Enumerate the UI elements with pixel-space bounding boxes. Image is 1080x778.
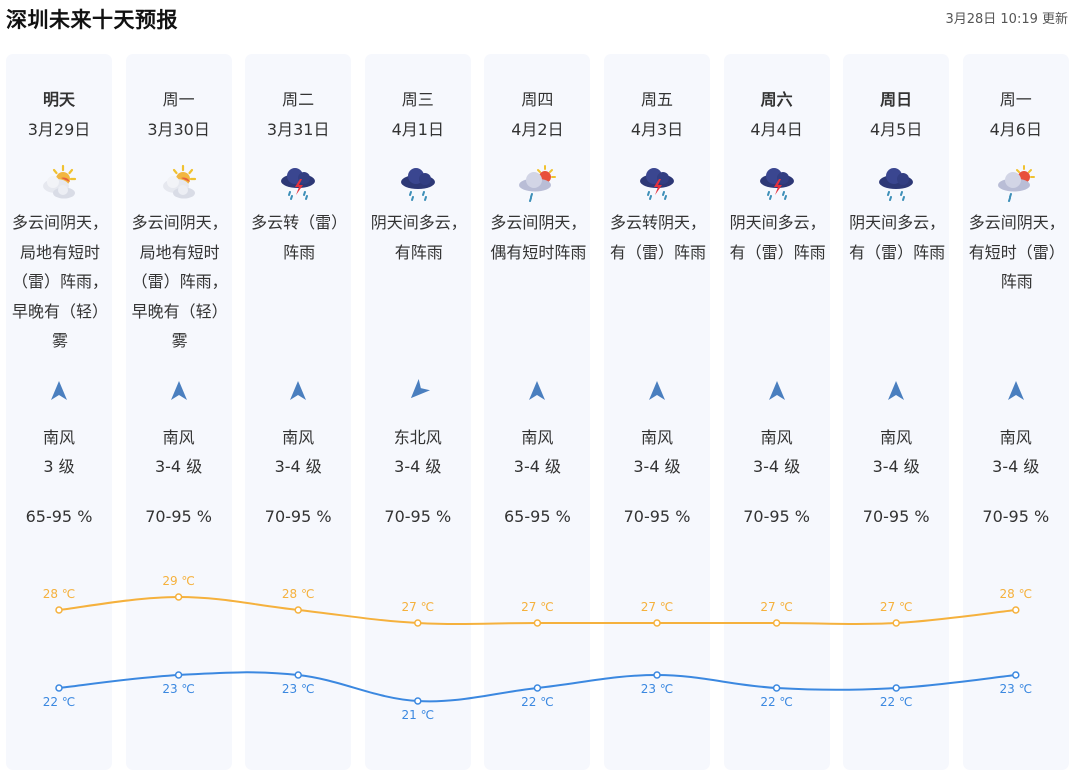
day-date: 4月5日 <box>870 120 923 139</box>
page-title: 深圳未来十天预报 <box>6 8 178 32</box>
wind-direction: 南风 <box>521 428 554 447</box>
wind-direction-icon <box>49 380 69 402</box>
wind-direction: 南风 <box>880 428 913 447</box>
forecast-day-card[interactable]: 明天 3月29日 多云间阴天，局地有短时（雷）阵雨，早晚有（轻）雾 南风 3 级… <box>6 54 112 770</box>
rain-cloud-icon <box>398 164 438 202</box>
day-of-week: 周二 <box>282 90 315 109</box>
day-of-week: 明天 <box>42 90 75 109</box>
update-time: 3月28日 10:19 更新 <box>945 12 1068 27</box>
wind-direction: 南风 <box>760 428 793 447</box>
wind-level: 3-4 级 <box>872 457 920 476</box>
day-of-week: 周一 <box>162 90 195 109</box>
forecast-day-card[interactable]: 周四 4月2日 多云间阴天，偶有短时阵雨 南风 3-4 级 65-95 % <box>484 54 591 770</box>
wind-direction: 南风 <box>282 428 315 447</box>
wind-direction: 东北风 <box>393 428 442 447</box>
weather-description: 多云转阴天，有（雷）阵雨 <box>609 213 706 262</box>
humidity: 70-95 % <box>743 507 810 526</box>
wind-level: 3-4 级 <box>752 457 801 476</box>
day-of-week: 周六 <box>760 90 793 109</box>
forecast-day-card[interactable]: 周二 3月31日 多云转（雷）阵雨 南风 3-4 级 70-95 % <box>245 54 352 770</box>
thunderstorm-icon <box>637 164 677 202</box>
forecast-day-card[interactable]: 周一 3月30日 多云间阴天，局地有短时（雷）阵雨，早晚有（轻）雾 南风 3-4… <box>125 54 232 770</box>
day-of-week: 周一 <box>999 90 1032 109</box>
day-date: 4月1日 <box>391 120 444 139</box>
wind-direction: 南风 <box>640 428 673 447</box>
humidity: 70-95 % <box>862 507 930 526</box>
forecast-day-card[interactable]: 周一 4月6日 多云间阴天，有短时（雷）阵雨 南风 3-4 级 70-95 % <box>962 54 1069 770</box>
partly-cloudy-sun-icon <box>39 164 79 202</box>
wind-direction-icon <box>886 380 906 402</box>
wind-direction-icon <box>288 380 308 402</box>
weather-description: 多云间阴天，局地有短时（雷）阵雨，早晚有（轻）雾 <box>131 213 228 350</box>
wind-level: 3-4 级 <box>633 457 681 476</box>
wind-level: 3-4 级 <box>513 457 561 476</box>
wind-direction: 南风 <box>162 428 195 447</box>
wind-direction-icon <box>169 380 189 402</box>
weather-description: 多云间阴天，局地有短时（雷）阵雨，早晚有（轻）雾 <box>11 213 108 350</box>
wind-level: 3-4 级 <box>394 457 442 476</box>
humidity: 70-95 % <box>623 507 691 526</box>
day-of-week: 周五 <box>640 90 673 109</box>
weather-description: 多云间阴天，偶有短时阵雨 <box>490 213 587 262</box>
day-date: 4月4日 <box>750 120 803 139</box>
weather-description: 阴天间多云，有阵雨 <box>370 213 467 262</box>
sun-cloud-shower-icon <box>996 164 1036 202</box>
forecast-day-card[interactable]: 周六 4月4日 阴天间多云，有（雷）阵雨 南风 3-4 级 70-95 % <box>723 54 830 770</box>
day-of-week: 周四 <box>521 90 554 109</box>
humidity: 70-95 % <box>384 507 452 526</box>
wind-direction: 南风 <box>999 428 1032 447</box>
thunderstorm-icon <box>278 164 318 202</box>
sun-cloud-shower-icon <box>517 164 557 202</box>
humidity: 70-95 % <box>264 507 332 526</box>
humidity: 65-95 % <box>504 507 571 526</box>
humidity: 70-95 % <box>145 507 212 526</box>
thunderstorm-icon <box>757 164 797 202</box>
weather-description: 多云间阴天，有短时（雷）阵雨 <box>968 213 1065 291</box>
day-date: 3月30日 <box>147 120 210 139</box>
wind-level: 3-4 级 <box>274 457 322 476</box>
forecast-day-card[interactable]: 周五 4月3日 多云转阴天，有（雷）阵雨 南风 3-4 级 70-95 % <box>604 54 710 770</box>
day-of-week: 周三 <box>401 90 434 109</box>
weather-description: 阴天间多云，有（雷）阵雨 <box>729 213 826 262</box>
day-date: 3月31日 <box>266 120 330 139</box>
day-date: 3月29日 <box>27 120 91 139</box>
forecast-day-card[interactable]: 周日 4月5日 阴天间多云，有（雷）阵雨 南风 3-4 级 70-95 % <box>843 54 950 770</box>
wind-level: 3-4 级 <box>992 457 1040 476</box>
wind-level: 3-4 级 <box>154 457 203 476</box>
wind-direction-icon <box>527 380 547 402</box>
humidity: 70-95 % <box>982 507 1050 526</box>
partly-cloudy-sun-icon <box>159 164 199 202</box>
weather-description: 阴天间多云，有（雷）阵雨 <box>849 213 946 262</box>
day-of-week: 周日 <box>880 90 913 109</box>
day-date: 4月3日 <box>630 120 684 139</box>
day-date: 4月2日 <box>511 120 564 139</box>
wind-direction: 南风 <box>42 428 75 447</box>
rain-cloud-icon <box>876 164 916 202</box>
forecast-day-card[interactable]: 周三 4月1日 阴天间多云，有阵雨 东北风 3-4 级 70-95 % <box>364 54 471 770</box>
wind-direction-icon <box>767 380 787 402</box>
forecast-cards: 明天 3月29日 多云间阴天，局地有短时（雷）阵雨，早晚有（轻）雾 南风 3 级… <box>6 54 1070 770</box>
day-date: 4月6日 <box>989 120 1042 139</box>
wind-level: 3 级 <box>43 457 75 476</box>
humidity: 65-95 % <box>25 507 93 526</box>
wind-direction-icon <box>1006 380 1026 402</box>
wind-direction-icon <box>403 376 433 406</box>
weather-description: 多云转（雷）阵雨 <box>251 213 348 262</box>
wind-direction-icon <box>647 380 667 402</box>
